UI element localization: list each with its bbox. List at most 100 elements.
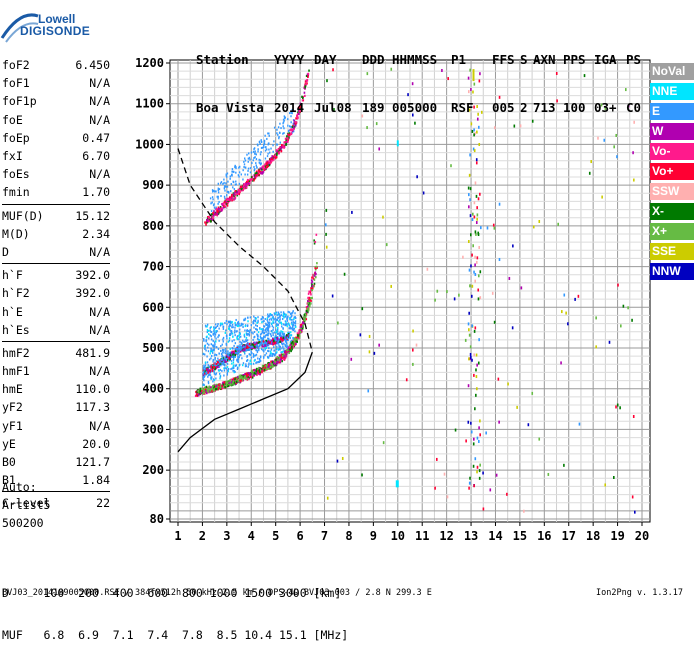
echo-point bbox=[288, 335, 291, 338]
echo-point bbox=[202, 353, 205, 356]
noise-point bbox=[367, 389, 370, 393]
echo-point bbox=[259, 333, 262, 336]
echo-point bbox=[286, 317, 288, 320]
noise-point bbox=[378, 343, 380, 347]
trace-point bbox=[290, 342, 293, 345]
echo-point bbox=[236, 368, 239, 371]
trace-point bbox=[209, 218, 212, 221]
trace-point bbox=[268, 164, 271, 167]
trace-point bbox=[261, 340, 263, 343]
noise-point bbox=[597, 136, 599, 140]
trace-point bbox=[303, 318, 306, 321]
echo-point bbox=[248, 362, 250, 365]
echo-point bbox=[278, 313, 280, 316]
trace-point bbox=[206, 371, 209, 374]
trace-point bbox=[297, 107, 300, 110]
trace-point bbox=[237, 375, 239, 379]
echo-point bbox=[256, 143, 259, 146]
noise-point bbox=[473, 215, 476, 219]
trace-point bbox=[270, 363, 273, 366]
noise-point bbox=[560, 361, 562, 365]
noise-point bbox=[469, 68, 471, 72]
echo-point bbox=[217, 189, 219, 192]
echo-point bbox=[253, 165, 255, 168]
trace-point bbox=[294, 340, 296, 343]
echo-point bbox=[250, 151, 253, 154]
echo-point bbox=[246, 329, 249, 332]
trace-point bbox=[310, 289, 312, 292]
echo-point bbox=[264, 134, 266, 137]
echo-point bbox=[252, 322, 254, 325]
trace-point bbox=[242, 377, 244, 380]
param-name: h`F2 bbox=[2, 286, 30, 301]
echo-point bbox=[258, 140, 261, 143]
trace-point bbox=[221, 362, 223, 365]
param-row: yF1 N/A bbox=[2, 417, 110, 435]
param-value: 392.0 bbox=[75, 286, 110, 301]
trace-point bbox=[261, 343, 264, 346]
echo-point bbox=[268, 347, 270, 350]
echo-point bbox=[226, 369, 229, 372]
echo-point bbox=[244, 317, 247, 320]
trace-point bbox=[244, 375, 247, 378]
echo-point bbox=[217, 195, 219, 198]
y-tick-label: 1100 bbox=[135, 97, 164, 111]
echo-point bbox=[231, 168, 234, 171]
echo-point bbox=[281, 330, 284, 333]
trace-point bbox=[250, 176, 253, 179]
echo-point bbox=[228, 327, 231, 330]
trace-point bbox=[262, 170, 265, 173]
trace-point bbox=[271, 157, 273, 160]
trace-point bbox=[238, 189, 241, 192]
echo-point bbox=[287, 339, 289, 342]
header-row2-cell: 005000 bbox=[392, 100, 438, 115]
trace-point bbox=[280, 337, 282, 340]
echo-point bbox=[213, 329, 215, 332]
echo-point bbox=[221, 369, 223, 372]
echo-point bbox=[263, 325, 266, 328]
legend-item: NNW bbox=[650, 263, 694, 280]
noise-point bbox=[486, 226, 489, 230]
trace-point bbox=[217, 207, 220, 211]
noise-point bbox=[471, 129, 474, 133]
x-tick-label: 17 bbox=[562, 529, 576, 543]
trace-point bbox=[300, 323, 303, 326]
noise-point bbox=[497, 377, 500, 381]
trace-point bbox=[219, 206, 222, 209]
noise-point bbox=[583, 74, 586, 78]
echo-point bbox=[246, 173, 249, 176]
echo-point bbox=[228, 337, 231, 340]
echo-point bbox=[230, 183, 232, 186]
x-tick-label: 15 bbox=[513, 529, 527, 543]
echo-point bbox=[292, 311, 294, 314]
echo-point bbox=[224, 185, 226, 188]
echo-point bbox=[244, 166, 247, 169]
electron-density-profile bbox=[177, 351, 313, 453]
echo-point bbox=[260, 139, 262, 142]
trace-point bbox=[268, 160, 270, 163]
echo-point bbox=[237, 357, 239, 360]
echo-point bbox=[209, 329, 211, 332]
echo-point bbox=[204, 344, 207, 347]
echo-point bbox=[217, 202, 219, 205]
trace-point bbox=[264, 369, 267, 372]
trace-point bbox=[289, 129, 292, 132]
echo-point bbox=[246, 332, 248, 335]
echo-point bbox=[281, 318, 284, 321]
trace-point bbox=[281, 336, 283, 339]
noise-point bbox=[469, 214, 472, 218]
trace-point bbox=[262, 167, 264, 170]
noise-point bbox=[632, 151, 634, 155]
noise-point bbox=[415, 343, 418, 347]
trace-point bbox=[242, 185, 245, 188]
noise-point bbox=[473, 201, 476, 205]
noise-point bbox=[476, 213, 479, 217]
trace-point bbox=[219, 362, 222, 365]
trace-point bbox=[199, 387, 202, 390]
echo-point bbox=[274, 317, 276, 320]
noise-point bbox=[476, 436, 479, 440]
scaled-parameters-panel: foF2 6.450 foF1 N/A foF1p N/A foE N/A foEp 0.47 fx… bbox=[2, 56, 110, 513]
trace-point bbox=[221, 360, 224, 363]
trace-point bbox=[237, 188, 240, 191]
noise-point bbox=[411, 113, 414, 117]
